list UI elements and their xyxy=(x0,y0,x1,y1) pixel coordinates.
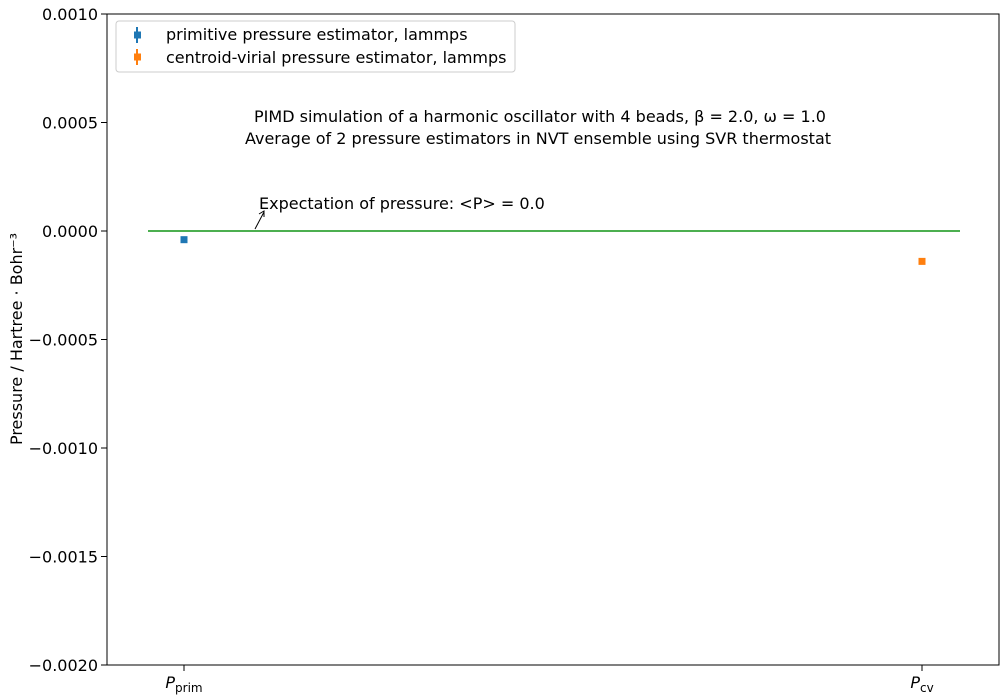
data-point xyxy=(180,236,188,244)
y-tick-label: −0.0015 xyxy=(29,548,98,567)
y-tick-label: −0.0010 xyxy=(29,439,98,458)
data-point xyxy=(918,257,926,265)
y-axis-label: Pressure / Hartree · Bohr⁻³ xyxy=(7,233,26,445)
legend-marker-primitive xyxy=(134,27,141,43)
title-line-2: Average of 2 pressure estimators in NVT … xyxy=(245,129,831,148)
y-tick-label: 0.0010 xyxy=(42,5,98,24)
expectation-annotation: Expectation of pressure: <P> = 0.0 xyxy=(259,194,545,213)
title-line-1: PIMD simulation of a harmonic oscillator… xyxy=(254,107,826,126)
legend-box xyxy=(115,20,516,73)
y-tick-label: 0.0000 xyxy=(42,222,98,241)
y-tick-label: 0.0005 xyxy=(42,114,98,133)
x-tick-label: Pcv xyxy=(910,673,933,695)
x-tick-label: Pprim xyxy=(165,673,202,695)
plot-frame xyxy=(106,13,1000,666)
y-tick-label: −0.0005 xyxy=(29,331,98,350)
legend-marker-centroid-virial xyxy=(134,49,141,65)
legend-label-primitive: primitive pressure estimator, lammps xyxy=(166,25,468,44)
annotation-arrow xyxy=(254,210,265,230)
legend: primitive pressure estimator, lammps cen… xyxy=(115,20,516,73)
y-tick-label: −0.0020 xyxy=(29,656,98,675)
legend-label-centroid-virial: centroid-virial pressure estimator, lamm… xyxy=(166,48,507,67)
